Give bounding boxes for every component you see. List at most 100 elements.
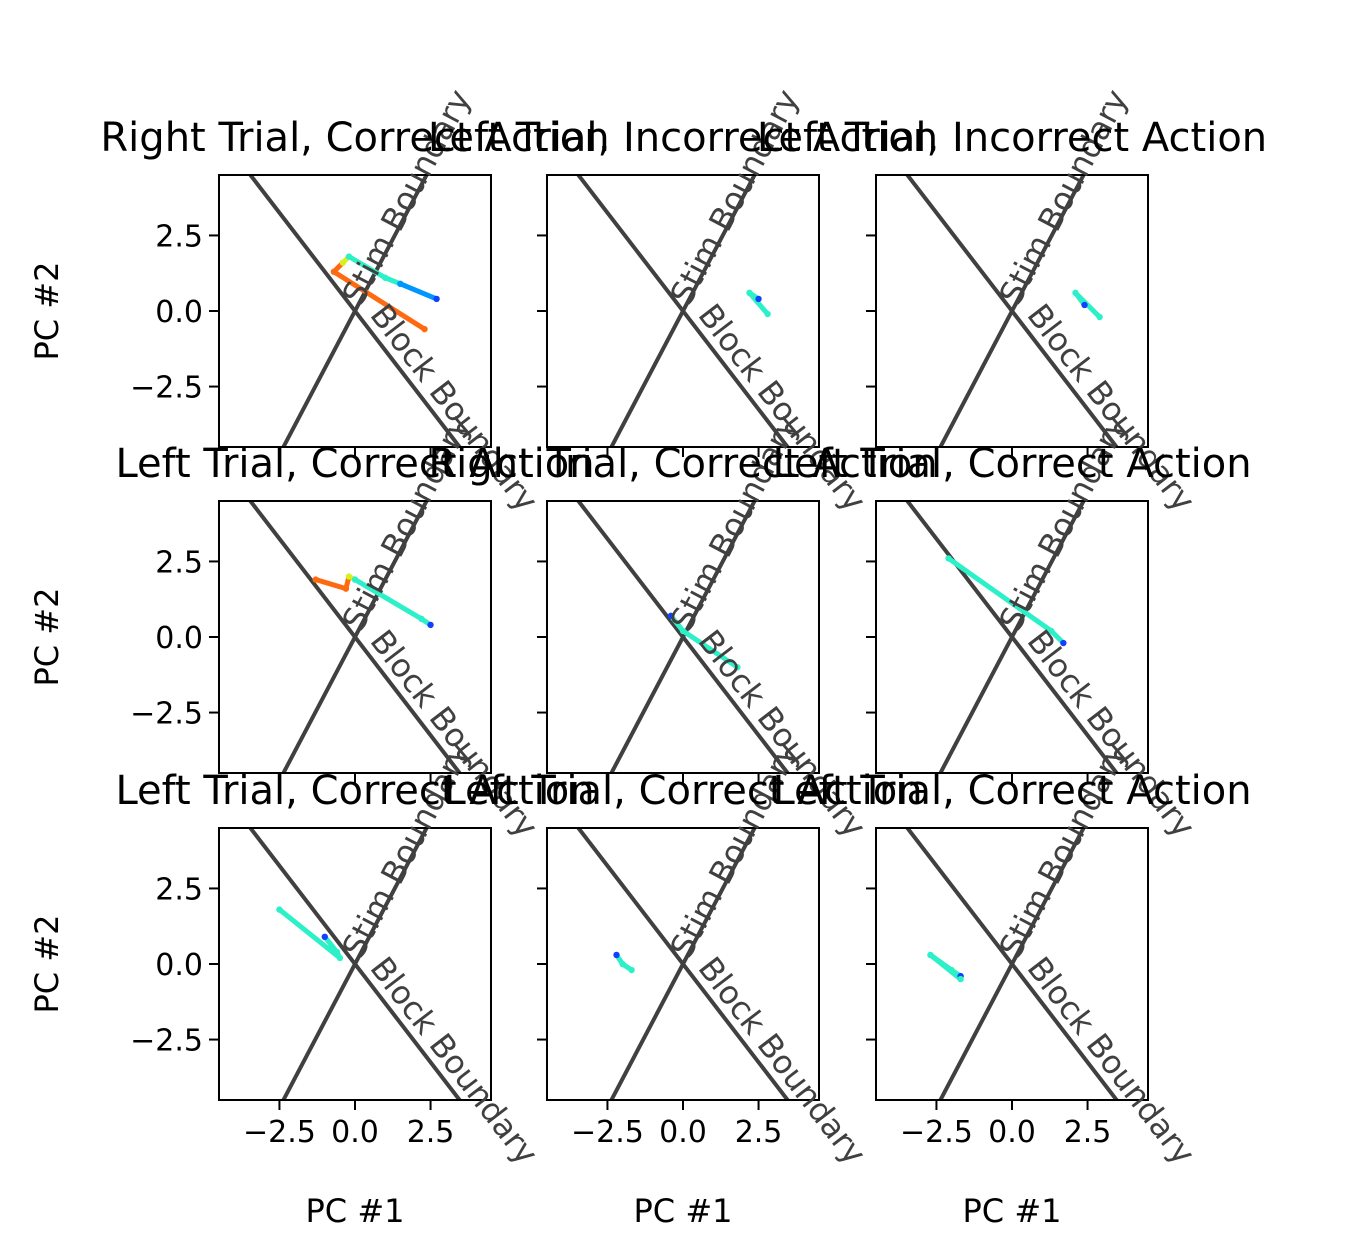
- y-tick-label: 0.0: [155, 621, 203, 656]
- trajectory-point: [927, 951, 934, 959]
- plot-area: [575, 501, 791, 773]
- x-tick-label: −2.5: [571, 1115, 644, 1150]
- y-tick-label: −2.5: [130, 697, 203, 732]
- trajectory-point: [345, 253, 353, 260]
- trajectory-point: [421, 325, 428, 333]
- panel-title: Left Trial, Correct Action: [115, 441, 594, 487]
- trajectory-segment: [322, 934, 340, 955]
- x-axis-label: PC #1: [634, 1192, 733, 1230]
- trajectory-segment: [946, 555, 1054, 634]
- trajectory-point: [427, 621, 434, 629]
- trajectory-point: [628, 966, 635, 974]
- trajectory-point: [746, 289, 753, 297]
- trajectory-point: [336, 954, 344, 962]
- panel-title: Right Trial, Correct Action: [100, 115, 609, 161]
- block-boundary-line: [575, 175, 791, 447]
- trajectory-segment: [746, 290, 771, 317]
- y-tick-label: 2.5: [155, 219, 203, 254]
- panel-title: Right Trial, Correct Action: [428, 441, 937, 487]
- x-tick-label: 2.5: [407, 1115, 455, 1150]
- trajectory-segment: [397, 281, 440, 302]
- x-axis-label: PC #1: [963, 1192, 1062, 1230]
- plot-area: [575, 828, 791, 1100]
- y-axis-label: PC #2: [28, 588, 66, 687]
- x-tick-label: 0.0: [331, 1115, 379, 1150]
- trajectory-point: [1096, 313, 1103, 321]
- trajectory-point: [1072, 289, 1079, 297]
- panel-title: Left Trial, Correct Action: [443, 768, 922, 814]
- plot-area: [904, 828, 1120, 1100]
- block-boundary-line: [904, 175, 1120, 447]
- x-tick-label: 0.0: [988, 1115, 1036, 1150]
- panel-title: Left Trial, Correct Action: [772, 768, 1251, 814]
- trajectory-point: [613, 951, 620, 959]
- trajectory-point: [764, 310, 771, 318]
- y-tick-label: 0.0: [155, 295, 203, 330]
- trajectory-point: [345, 573, 353, 580]
- trajectory-point: [1081, 301, 1088, 309]
- x-axis-label: PC #1: [306, 1192, 405, 1230]
- panel-title: Left Trial, Correct Action: [772, 441, 1251, 487]
- trajectory-segment: [313, 577, 349, 592]
- block-boundary-line: [575, 828, 791, 1100]
- block-boundary-line: [904, 501, 1120, 773]
- trajectory-point: [339, 259, 347, 266]
- trajectory-point: [957, 975, 964, 983]
- plot-area: [904, 175, 1120, 447]
- trajectory-segment: [352, 577, 424, 622]
- trajectory-segment: [346, 254, 388, 281]
- trajectory-segment: [680, 628, 740, 670]
- trajectory-point: [276, 906, 283, 913]
- panel-title: Left Trial, Incorrect Action: [757, 115, 1267, 161]
- y-tick-label: 0.0: [155, 948, 203, 983]
- panel-title: Left Trial, Correct Action: [115, 768, 594, 814]
- trajectory-segment: [668, 613, 686, 634]
- trajectory-point: [351, 576, 359, 583]
- trajectory-point: [667, 612, 675, 620]
- x-tick-label: 0.0: [659, 1115, 707, 1150]
- x-tick-label: −2.5: [243, 1115, 316, 1150]
- y-tick-label: 2.5: [155, 872, 203, 907]
- y-tick-label: 2.5: [155, 545, 203, 580]
- trajectory-point: [945, 555, 952, 562]
- trajectory-point: [321, 933, 328, 940]
- block-boundary-line: [575, 501, 791, 773]
- panel-title: Left Trial, Incorrect Action: [428, 115, 938, 161]
- x-tick-label: 2.5: [735, 1115, 783, 1150]
- trajectory-point: [418, 615, 425, 623]
- x-tick-label: −2.5: [900, 1115, 973, 1150]
- trajectory-point: [755, 295, 762, 303]
- y-tick-label: −2.5: [130, 371, 203, 406]
- trajectory-point: [679, 627, 687, 635]
- trajectory-segment: [331, 269, 428, 332]
- trajectory-point: [330, 268, 338, 275]
- block-boundary-line: [247, 828, 463, 1100]
- trajectory-point: [1048, 627, 1055, 635]
- trajectory-point: [1060, 639, 1067, 647]
- trajectory-point: [312, 576, 319, 583]
- plot-area: [247, 501, 463, 773]
- trajectory-point: [734, 664, 741, 671]
- trajectory-point: [333, 948, 341, 956]
- trajectory-point: [397, 280, 404, 287]
- x-tick-label: 2.5: [1064, 1115, 1112, 1150]
- trajectory-point: [433, 295, 440, 303]
- block-boundary-line: [247, 501, 463, 773]
- block-boundary-line: [904, 828, 1120, 1100]
- trajectory-point: [948, 966, 955, 974]
- plot-area: [247, 175, 463, 447]
- trajectory-point: [342, 585, 350, 592]
- trajectory-segment: [927, 952, 964, 982]
- trajectory-point: [382, 274, 389, 281]
- y-axis-label: PC #2: [28, 262, 66, 361]
- plot-area: [904, 501, 1120, 773]
- trajectory-segment: [276, 907, 343, 961]
- plot-area: [247, 828, 463, 1100]
- plot-area: [575, 175, 791, 447]
- y-tick-label: −2.5: [130, 1024, 203, 1059]
- y-axis-label: PC #2: [28, 915, 66, 1014]
- trajectory-point: [619, 960, 626, 968]
